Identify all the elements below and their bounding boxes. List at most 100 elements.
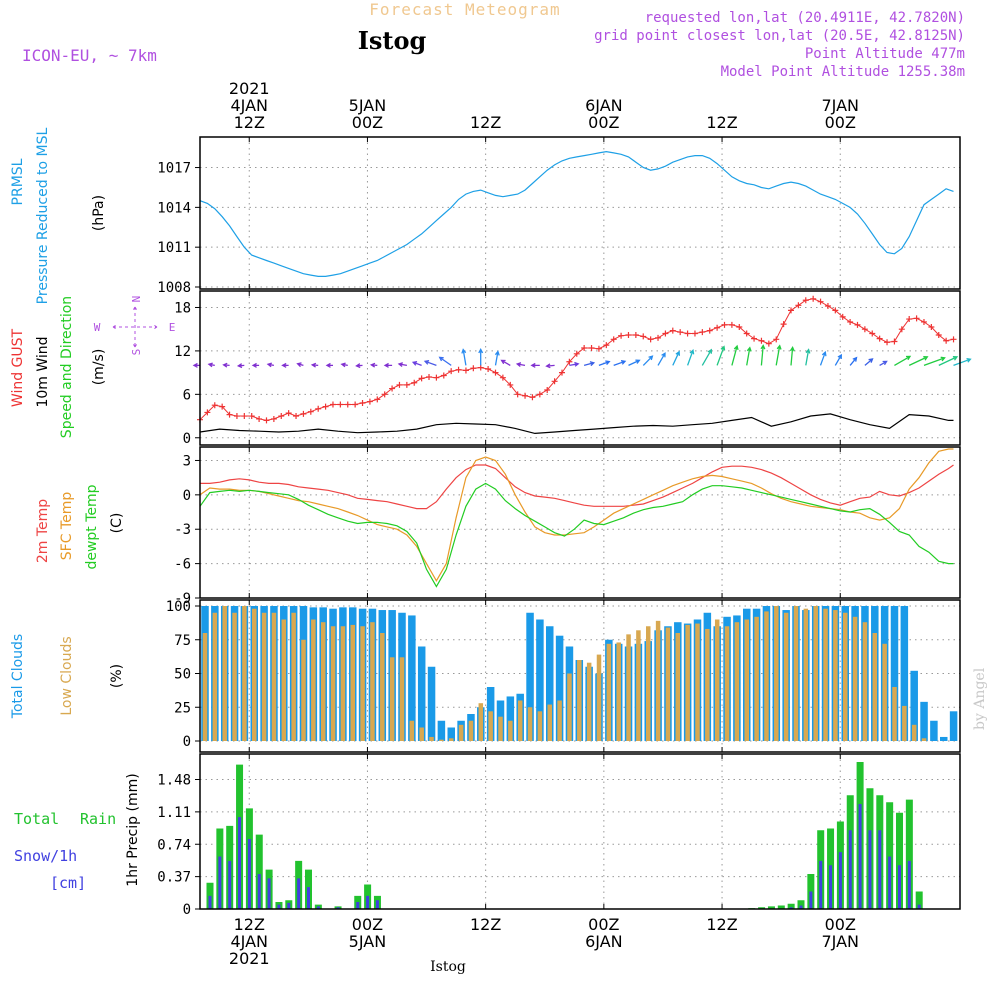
low-cloud-bar <box>596 654 602 741</box>
wind-arrow <box>192 362 200 368</box>
rain-bar <box>758 907 766 909</box>
snow-bar <box>316 906 320 909</box>
gust-marker <box>920 318 927 325</box>
gust-marker <box>293 413 300 420</box>
snow-bar <box>888 856 892 909</box>
pressure-panel: 1008 1011 1014 1017 PRMSL Pressure Reduced to… <box>10 127 961 304</box>
total-cloud-bar <box>940 736 948 741</box>
wind-arrow <box>746 346 752 366</box>
wind-arrow <box>583 361 596 367</box>
gust-marker <box>684 330 691 337</box>
y-tick-label: 1008 <box>157 280 191 296</box>
gust-marker <box>477 364 484 371</box>
time-label-bottom: 7JAN <box>821 932 859 951</box>
watermark: by Angel <box>972 667 988 730</box>
gust-marker <box>322 403 329 410</box>
low-cloud-bar <box>301 639 306 741</box>
low-cloud-bar <box>921 738 927 741</box>
gust-marker <box>721 321 728 328</box>
y-tick-label: 1.11 <box>157 805 191 821</box>
low-cloud-bar <box>902 705 907 741</box>
wind-10m-label: 10m Wind <box>35 336 51 407</box>
gust-marker <box>581 345 588 352</box>
low-cloud-bar <box>261 612 267 741</box>
gust-marker <box>544 386 551 393</box>
low-cloud-bar <box>271 612 277 741</box>
wind-arrow <box>310 362 319 368</box>
snow-bar <box>878 830 882 909</box>
low-cloud-bar <box>793 606 799 741</box>
low-cloud-bar <box>734 622 740 741</box>
low-cloud-bar <box>291 612 296 741</box>
low-cloud-bar <box>813 606 818 741</box>
point-altitude: Point Altitude 477m <box>805 46 965 62</box>
y-tick-label: 1014 <box>157 200 191 216</box>
time-label-top: 12Z <box>234 113 265 132</box>
total-cloud-bar <box>900 606 909 741</box>
time-label-bottom: 2021 <box>229 949 270 968</box>
gust-marker <box>307 408 314 415</box>
temp-sfc-label: SFC Temp <box>59 492 75 561</box>
gust-marker <box>359 400 366 407</box>
time-label-bottom: 5JAN <box>349 932 387 951</box>
wind-unit-label: (m/s) <box>91 349 107 386</box>
pressure-label-prmsl: PRMSL <box>10 158 26 205</box>
low-cloud-bar <box>803 608 809 741</box>
gust-marker <box>943 337 950 344</box>
rain-bar <box>767 906 775 909</box>
y-tick-label: -9 <box>174 591 191 607</box>
precipitation-panel: 0 0.37 0.74 1.11 1.48 Total Rain Snow/1h [cm] 1hr… <box>14 753 961 918</box>
gust-marker <box>906 316 913 323</box>
gust-marker <box>655 334 662 341</box>
wind-arrow <box>923 356 946 367</box>
wind-arrow <box>569 361 580 367</box>
time-label-top: 00Z <box>825 113 856 132</box>
gust-marker <box>802 297 809 304</box>
clouds-unit-label: (%) <box>109 664 125 688</box>
low-cloud-bar <box>557 700 562 741</box>
wind-arrow <box>355 363 363 369</box>
gust-marker <box>315 405 322 412</box>
gust-marker <box>403 381 410 388</box>
low-cloud-bar <box>449 738 454 741</box>
gust-marker <box>278 413 285 420</box>
gust-marker <box>588 345 595 352</box>
low-cloud-bar <box>547 704 552 741</box>
gust-marker <box>884 339 891 346</box>
gust-marker <box>632 331 639 338</box>
wind-arrow <box>340 362 348 368</box>
temperature-panel: -9 -6 -3 0 3 2m Temp SFC Temp dewpt Temp (C) <box>35 446 961 607</box>
snow-bar <box>819 860 823 909</box>
wind-arrow <box>613 360 627 367</box>
gust-marker <box>743 330 750 337</box>
snow-bar <box>257 874 261 909</box>
time-label-bottom: 6JAN <box>585 932 623 951</box>
gust-marker <box>640 333 647 340</box>
temp-unit-label: (C) <box>109 513 125 534</box>
low-cloud-bar <box>774 606 779 741</box>
low-cloud-bar <box>833 610 838 741</box>
low-cloud-bar <box>488 711 493 741</box>
gust-marker <box>765 340 772 347</box>
gust-marker <box>499 374 506 381</box>
snow-bar <box>356 902 360 909</box>
wind-arrow <box>805 348 811 366</box>
gust-marker <box>462 367 469 374</box>
gust-marker <box>810 295 817 302</box>
low-cloud-bar <box>665 627 671 741</box>
gust-marker <box>529 394 536 401</box>
y-tick-label: 0 <box>183 488 191 504</box>
gust-marker <box>374 396 381 403</box>
gust-marker <box>440 372 447 379</box>
low-cloud-bar <box>577 660 582 741</box>
y-tick-label: 25 <box>174 700 191 716</box>
gust-marker <box>344 401 351 408</box>
gust-marker <box>485 366 492 372</box>
gust-marker <box>381 391 388 398</box>
wind-arrow <box>530 362 540 368</box>
wind-arrow <box>908 356 929 366</box>
snow-bar <box>336 907 340 909</box>
rain-bar <box>797 900 805 909</box>
low-cloud-bar <box>439 739 444 741</box>
